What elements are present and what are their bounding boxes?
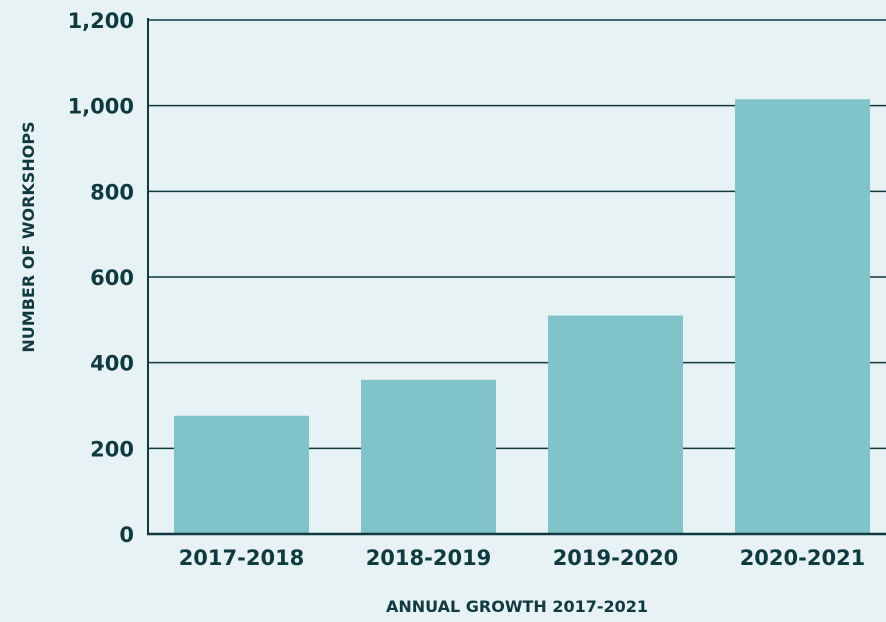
x-axis-title: ANNUAL GROWTH 2017-2021 [386,597,648,616]
y-axis-title: NUMBER OF WORKSHOPS [19,121,38,352]
y-tick-label: 200 [90,437,134,461]
bar-2018-2019 [361,379,496,534]
bars [174,99,870,534]
bar-2020-2021 [735,99,870,534]
y-tick-label: 400 [90,352,134,376]
x-tick-label: 2018-2019 [366,546,492,570]
y-tick-label: 1,000 [68,95,134,119]
x-tick-label: 2017-2018 [179,546,305,570]
x-tick-label: 2019-2020 [553,546,679,570]
bar-2017-2018 [174,415,309,534]
y-tick-label: 600 [90,266,134,290]
axes [147,18,886,536]
x-tick-label: 2020-2021 [740,546,866,570]
bar-2019-2020 [548,315,683,534]
y-tick-label: 0 [119,523,134,547]
y-tick-labels: 0 200 400 600 800 1,000 1,200 [68,9,134,547]
y-tick-label: 1,200 [68,9,134,33]
y-tick-label: 800 [90,180,134,204]
x-tick-labels: 2017-2018 2018-2019 2019-2020 2020-2021 [179,546,866,570]
